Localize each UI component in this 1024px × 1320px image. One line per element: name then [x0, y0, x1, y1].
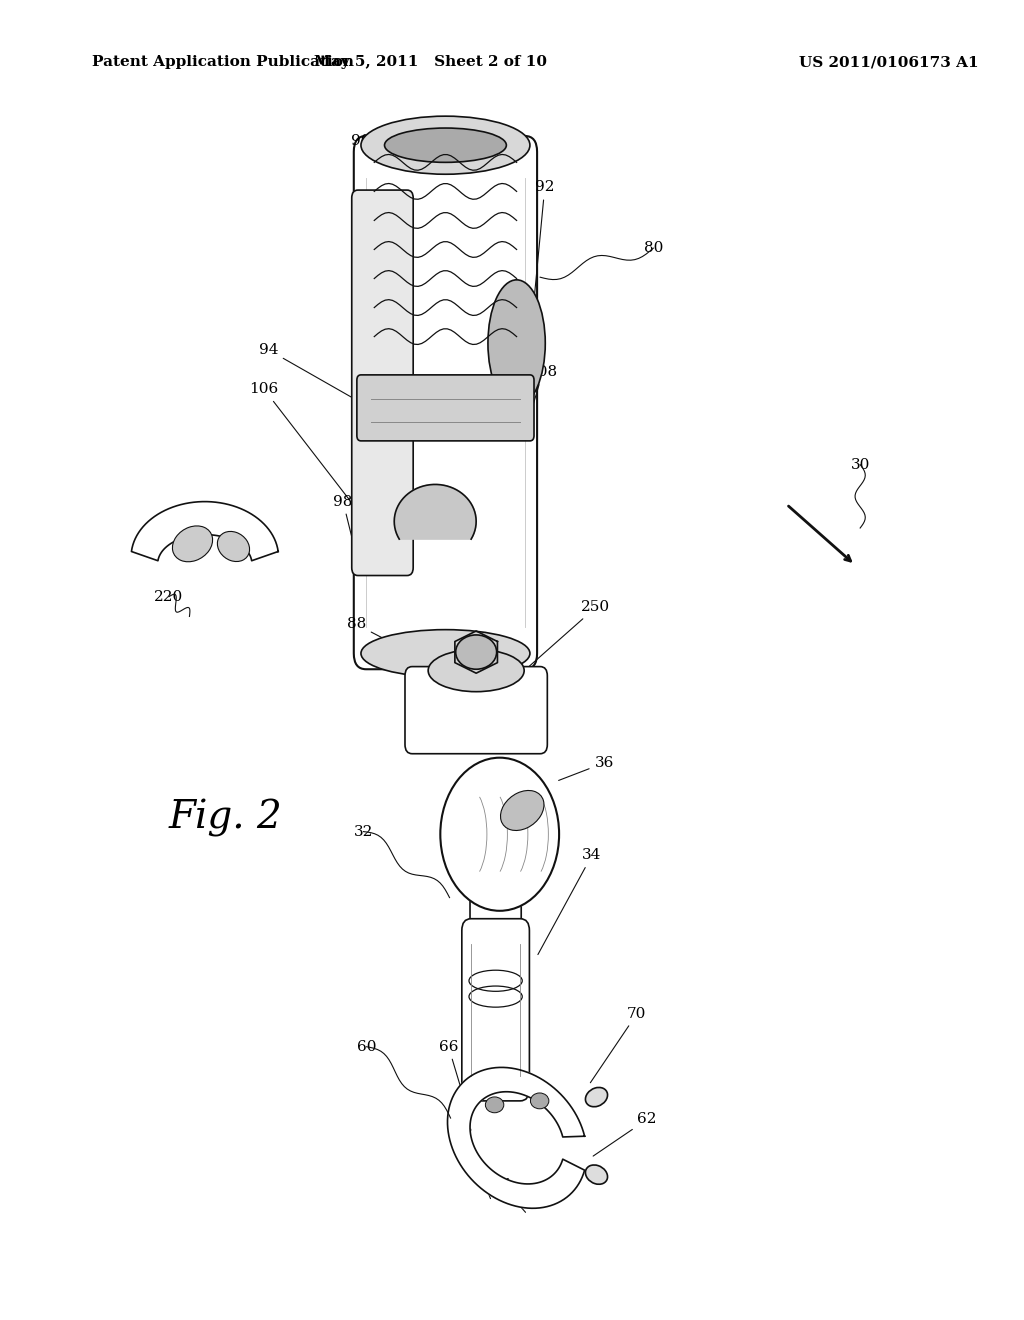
Text: 70: 70 [591, 1007, 646, 1082]
Text: 80: 80 [644, 242, 663, 255]
Ellipse shape [360, 116, 530, 174]
Text: 36: 36 [559, 756, 613, 780]
Ellipse shape [485, 1097, 504, 1113]
Text: 88: 88 [347, 618, 423, 659]
Text: 106: 106 [250, 383, 359, 512]
FancyBboxPatch shape [470, 884, 521, 944]
Text: May 5, 2011   Sheet 2 of 10: May 5, 2011 Sheet 2 of 10 [313, 55, 547, 70]
Ellipse shape [456, 635, 497, 669]
Text: 220: 220 [155, 590, 183, 603]
Text: 34: 34 [538, 849, 601, 954]
Text: 66: 66 [438, 1040, 465, 1102]
FancyBboxPatch shape [406, 667, 547, 754]
Circle shape [440, 758, 559, 911]
Text: 108: 108 [528, 366, 557, 413]
FancyBboxPatch shape [354, 136, 537, 669]
Ellipse shape [385, 128, 506, 162]
Text: 60: 60 [356, 1040, 377, 1053]
Polygon shape [394, 484, 476, 539]
FancyBboxPatch shape [352, 190, 413, 576]
Ellipse shape [217, 532, 250, 561]
Text: 30: 30 [851, 458, 869, 471]
Text: Fig. 2: Fig. 2 [168, 800, 283, 837]
Ellipse shape [530, 1093, 549, 1109]
Ellipse shape [360, 630, 530, 677]
Text: 68: 68 [454, 1122, 490, 1199]
Text: 92: 92 [530, 181, 555, 341]
Text: 90: 90 [350, 135, 417, 148]
Text: Patent Application Publication: Patent Application Publication [92, 55, 354, 70]
Text: 94: 94 [258, 343, 358, 401]
Ellipse shape [586, 1166, 607, 1184]
Text: 98: 98 [334, 495, 360, 572]
Text: 32: 32 [354, 825, 373, 838]
Ellipse shape [586, 1088, 607, 1106]
Polygon shape [447, 1068, 585, 1208]
FancyBboxPatch shape [462, 919, 529, 1101]
Text: US 2011/0106173 A1: US 2011/0106173 A1 [799, 55, 978, 70]
Ellipse shape [487, 280, 545, 407]
Text: 250: 250 [529, 601, 610, 667]
Text: 62: 62 [593, 1113, 657, 1156]
FancyBboxPatch shape [356, 375, 535, 441]
Ellipse shape [428, 649, 524, 692]
Text: 64: 64 [492, 1179, 525, 1212]
Polygon shape [131, 502, 279, 561]
Ellipse shape [501, 791, 544, 830]
Ellipse shape [172, 525, 213, 562]
